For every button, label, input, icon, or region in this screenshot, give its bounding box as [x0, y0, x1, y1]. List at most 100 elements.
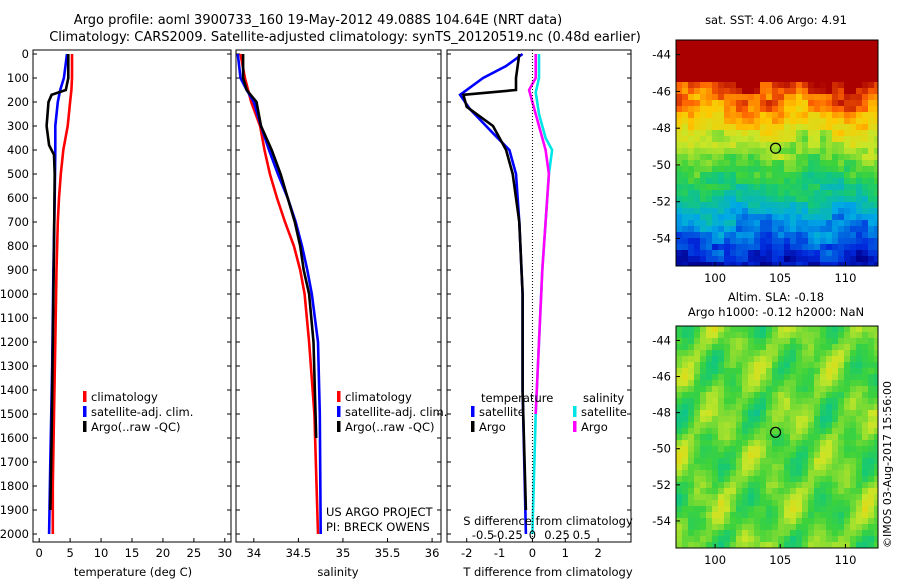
map-cell [784, 124, 791, 131]
map-cell [706, 398, 713, 405]
map-cell [736, 446, 743, 453]
map-cell [712, 506, 719, 513]
map-cell [820, 88, 827, 95]
map-cell [796, 160, 803, 167]
map-cell [808, 458, 815, 465]
map-cell [868, 386, 875, 393]
map-cell [778, 208, 785, 215]
map-cell [874, 226, 878, 233]
map-cell [784, 446, 791, 453]
map-cell [676, 536, 683, 543]
map-cell [784, 76, 791, 83]
map-cell [730, 458, 737, 465]
map-cell [712, 398, 719, 405]
map-cell [844, 434, 851, 441]
map-cell [814, 142, 821, 149]
map-cell [784, 52, 791, 59]
map-cell [838, 338, 845, 345]
map-cell [748, 100, 755, 107]
map-cell [802, 262, 809, 266]
map-cell [802, 76, 809, 83]
map-cell [688, 148, 695, 155]
map-cell [748, 76, 755, 83]
map-cell [808, 518, 815, 525]
map-cell [856, 440, 863, 447]
map-cell [838, 368, 845, 375]
map-cell [760, 202, 767, 209]
map-cell [796, 410, 803, 417]
map-cell [700, 52, 707, 59]
map-cell [772, 332, 779, 339]
map-cell [682, 446, 689, 453]
map-cell [730, 512, 737, 519]
map-cell [742, 494, 749, 501]
map-cell [682, 470, 689, 477]
map-cell [802, 160, 809, 167]
map-cell [724, 518, 731, 525]
map-cell [838, 494, 845, 501]
map-cell [868, 136, 875, 143]
map-cell [868, 166, 875, 173]
map-cell [844, 404, 851, 411]
map-cell [760, 440, 767, 447]
map-cell [874, 356, 878, 363]
map-cell [730, 530, 737, 537]
map-cell [730, 440, 737, 447]
map-cell [718, 64, 725, 71]
map-cell [814, 232, 821, 239]
map-cell [700, 208, 707, 215]
map-cell [796, 344, 803, 351]
map-cell [760, 58, 767, 65]
map-cell [694, 380, 701, 387]
map-cell [826, 344, 833, 351]
map-cell [754, 452, 761, 459]
map-cell [796, 190, 803, 197]
map-cell [814, 64, 821, 71]
map-cell [790, 506, 797, 513]
map-cell [856, 452, 863, 459]
map-cell [844, 500, 851, 507]
map-cell [814, 136, 821, 143]
map-cell [820, 344, 827, 351]
map-cell [844, 130, 851, 137]
difference-plot-frame [446, 49, 632, 543]
map-cell [736, 524, 743, 531]
map-cell [796, 232, 803, 239]
map-cell [784, 166, 791, 173]
map-cell [778, 82, 785, 89]
map-cell [700, 76, 707, 83]
map-cell [730, 172, 737, 179]
map-cell [874, 172, 878, 179]
map-cell [844, 428, 851, 435]
map-cell [856, 100, 863, 107]
map-cell [772, 410, 779, 417]
map-cell [808, 172, 815, 179]
map-cell [790, 518, 797, 525]
map-cell [736, 160, 743, 167]
map-cell [772, 106, 779, 113]
map-cell [718, 326, 725, 333]
map-cell [832, 100, 839, 107]
map-cell [682, 434, 689, 441]
map-cell [706, 196, 713, 203]
map-cell [676, 226, 683, 233]
map-cell [796, 386, 803, 393]
map-cell [844, 356, 851, 363]
map-cell [766, 214, 773, 221]
map-cell [724, 58, 731, 65]
map-cell [712, 512, 719, 519]
map-cell [826, 178, 833, 185]
map-cell [844, 196, 851, 203]
map-cell [784, 214, 791, 221]
x-tick-label: 1 [562, 546, 569, 560]
map-cell [718, 112, 725, 119]
map-cell [754, 410, 761, 417]
map-cell [814, 506, 821, 513]
map-cell [826, 338, 833, 345]
map-cell [712, 202, 719, 209]
map-cell [790, 124, 797, 131]
map-cell [832, 136, 839, 143]
map-cell [724, 344, 731, 351]
map-cell [718, 58, 725, 65]
salinity-series [236, 53, 322, 535]
